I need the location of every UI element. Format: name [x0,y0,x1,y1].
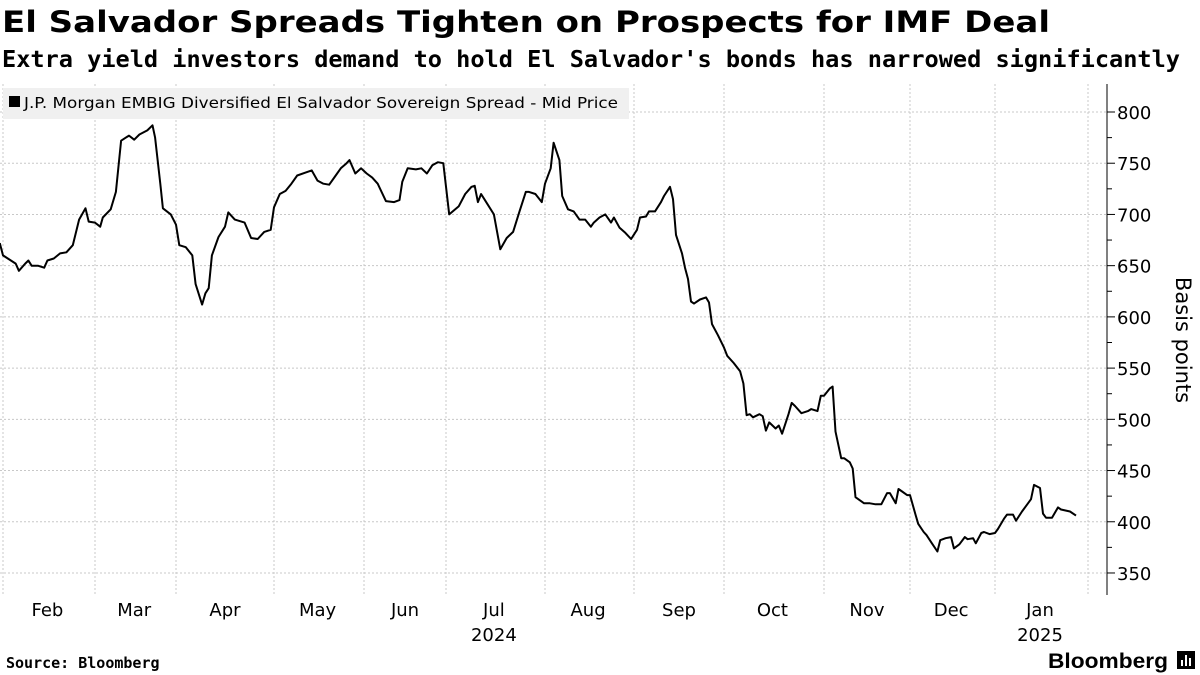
y-tick-label: 450 [1117,462,1151,483]
x-tick-label: Jan [1025,600,1054,621]
x-tick-label: Nov [849,600,884,621]
legend-swatch [9,96,20,107]
y-tick-label: 750 [1117,154,1151,175]
legend-background [3,88,629,119]
axes: 800 750 700 650 600 550 500 450 400 350 Feb Mar Apr M… [31,84,1151,646]
y-tick-label: 400 [1117,513,1151,534]
x-tick-label: Mar [117,600,152,621]
x-tick-label: May [299,600,337,621]
x-tick-label: Dec [934,600,969,621]
y-tick-label: 650 [1117,257,1151,278]
x-year-label: 2025 [1017,625,1063,646]
x-tick-label: Jun [390,600,419,621]
x-tick-label: Aug [570,600,605,621]
y-tick-label: 800 [1117,103,1151,124]
chart-title: El Salvador Spreads Tighten on Prospects… [2,5,1050,39]
legend-label: J.P. Morgan EMBIG Diversified El Salvado… [23,94,618,112]
gridlines [0,84,1107,595]
bloomberg-logo-icon [1177,651,1195,669]
x-year-label: 2024 [471,625,517,646]
y-tick-label: 700 [1117,205,1151,226]
y-tick-label: 550 [1117,359,1151,380]
bloomberg-logo: Bloomberg [1048,650,1168,673]
x-tick-label: Oct [757,600,788,621]
x-tick-label: Jul [482,600,505,621]
y-tick-label: 350 [1117,564,1151,585]
y-tick-label: 500 [1117,410,1151,431]
y-axis-label: Basis points [1171,277,1195,403]
series-line [0,124,1077,553]
x-tick-label: Sep [662,600,696,621]
plot-area [0,124,1077,553]
chart-subtitle: Extra yield investors demand to hold El … [2,47,1180,73]
x-tick-label: Feb [31,600,63,621]
source-note: Source: Bloomberg [6,654,160,672]
y-tick-label: 600 [1117,308,1151,329]
x-tick-label: Apr [209,600,241,621]
